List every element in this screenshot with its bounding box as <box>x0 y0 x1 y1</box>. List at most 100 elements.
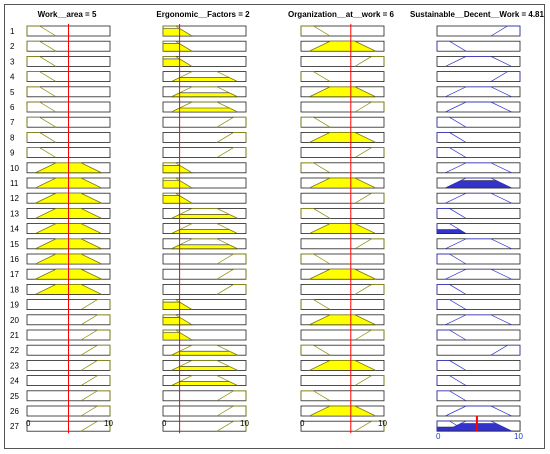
tick-max: 10 <box>104 419 113 428</box>
rule-input-mf <box>80 405 111 417</box>
rule-output-box[interactable] <box>436 56 521 67</box>
rule-output-mf <box>436 40 467 52</box>
rule-input-box[interactable] <box>162 147 247 159</box>
rule-input-box[interactable] <box>300 162 385 174</box>
rule-output-box[interactable] <box>436 116 521 128</box>
rule-input-mf <box>80 329 111 341</box>
rule-input-box[interactable] <box>300 344 385 356</box>
rule-output-mf <box>436 375 467 386</box>
rule-input-mf <box>162 314 193 326</box>
rule-input-box[interactable] <box>162 253 247 265</box>
rule-input-box[interactable] <box>300 207 385 219</box>
rule-number: 10 <box>10 164 19 173</box>
rule-input-box[interactable] <box>162 420 247 432</box>
rule-input-box[interactable] <box>300 192 385 204</box>
rule-output-mf <box>436 116 467 128</box>
rule-input-box[interactable] <box>300 299 385 311</box>
rule-input-box[interactable] <box>162 116 247 128</box>
rule-output-box[interactable] <box>436 147 521 159</box>
rule-input-box[interactable] <box>162 405 247 417</box>
rule-input-mf <box>309 177 376 189</box>
tick-max: 10 <box>240 419 249 428</box>
rule-input-box[interactable] <box>162 283 247 295</box>
rule-input-box[interactable] <box>300 147 385 159</box>
rule-input-mf <box>216 147 247 158</box>
rule-output-box[interactable] <box>436 40 521 52</box>
rule-input-mf <box>162 329 193 341</box>
rule-input-box[interactable] <box>162 132 247 143</box>
rule-input-mf <box>80 344 111 356</box>
column-title: Sustainable__Decent__Work = 4.81 <box>410 10 544 19</box>
rule-output-mf <box>445 268 512 280</box>
rule-input-box[interactable] <box>300 238 385 250</box>
rule-output-box[interactable] <box>436 71 521 82</box>
rule-input-mf <box>300 71 331 82</box>
rule-number: 23 <box>10 361 19 370</box>
rule-input-box[interactable] <box>300 25 385 37</box>
tick-min: 0 <box>26 419 31 428</box>
rule-output-box[interactable] <box>436 207 521 219</box>
rule-input-box[interactable] <box>300 116 385 128</box>
rule-input-mf <box>309 86 376 98</box>
rule-input-mf <box>162 192 193 204</box>
rule-input-mf <box>171 223 238 234</box>
rule-input-box[interactable] <box>300 101 385 113</box>
rule-output-box[interactable] <box>436 253 521 265</box>
rule-input-box[interactable] <box>300 420 385 432</box>
rule-output-box[interactable] <box>436 86 521 98</box>
rule-output-box[interactable] <box>436 390 521 402</box>
rule-input-mf <box>80 314 111 326</box>
rule-viewer-frame: Work__area = 5 Ergonomic__Factors = 2 Orga… <box>4 4 545 449</box>
rule-input-mf <box>300 299 331 310</box>
rule-input-fill <box>171 366 238 371</box>
rule-input-box[interactable] <box>162 390 247 402</box>
rule-output-box[interactable] <box>436 344 521 356</box>
rule-number: 7 <box>10 118 15 127</box>
rule-output-box[interactable] <box>436 268 521 280</box>
rule-output-box[interactable] <box>436 329 521 341</box>
rule-output-box[interactable] <box>436 132 521 143</box>
rule-input-box[interactable] <box>300 71 385 82</box>
rule-output-box[interactable] <box>436 238 521 250</box>
rule-output-mf <box>436 208 467 219</box>
rule-input-mf <box>216 116 247 128</box>
rule-input-mf <box>26 132 57 143</box>
rule-output-box[interactable] <box>436 192 521 204</box>
rule-input-mf <box>171 375 238 386</box>
rule-number: 4 <box>10 73 15 82</box>
rule-input-mf <box>171 86 238 98</box>
rule-output-box[interactable] <box>436 162 521 174</box>
rule-output-box[interactable] <box>436 375 521 387</box>
column-title: Ergonomic__Factors = 2 <box>156 10 250 19</box>
rule-number: 19 <box>10 301 19 310</box>
rule-input-box[interactable] <box>300 390 385 402</box>
rule-output-mf <box>436 360 467 371</box>
rule-input-mf <box>354 375 385 386</box>
rule-output-box[interactable] <box>436 101 521 113</box>
rule-output-box[interactable] <box>436 359 521 371</box>
rule-output-box[interactable] <box>436 283 521 295</box>
rule-input-box[interactable] <box>300 329 385 341</box>
rule-output-box[interactable] <box>436 314 521 326</box>
output-tick-max: 10 <box>514 432 523 441</box>
tick-max: 10 <box>378 419 387 428</box>
rule-input-mf <box>309 314 376 326</box>
rule-input-mf <box>354 238 385 250</box>
rule-input-box[interactable] <box>162 268 247 280</box>
rule-output-mf <box>436 253 467 265</box>
rule-input-box[interactable] <box>300 283 385 295</box>
rule-input-box[interactable] <box>300 375 385 387</box>
rule-number: 11 <box>10 179 19 188</box>
rule-output-mf <box>445 101 512 113</box>
rule-output-box[interactable] <box>436 299 521 311</box>
rule-input-box[interactable] <box>300 253 385 265</box>
rule-input-box[interactable] <box>300 56 385 67</box>
rule-input-mf <box>300 390 331 402</box>
rule-input-mf <box>162 299 193 310</box>
rule-output-box[interactable] <box>436 25 521 37</box>
rule-input-mf <box>80 390 111 402</box>
rule-input-mf <box>171 344 238 356</box>
rule-input-mf <box>216 132 247 143</box>
rule-output-box[interactable] <box>436 405 521 417</box>
rule-output-mf <box>436 329 467 341</box>
